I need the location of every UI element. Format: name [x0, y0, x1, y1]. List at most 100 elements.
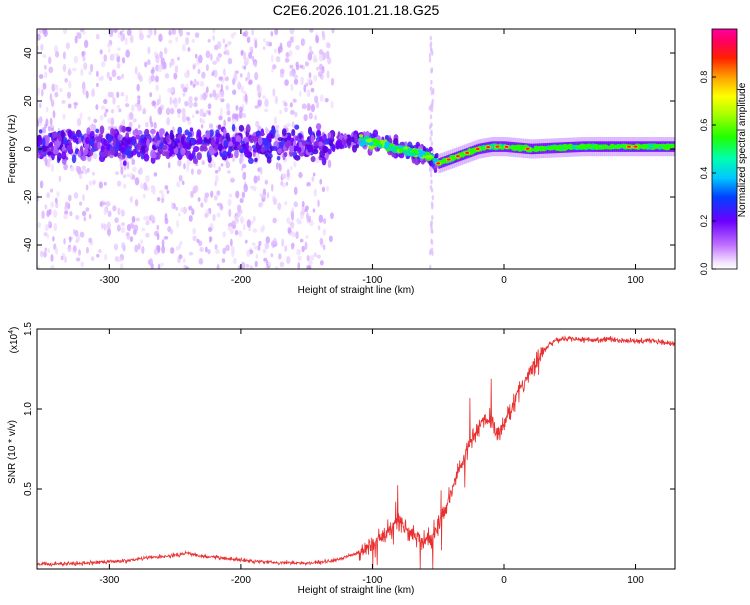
heat-cell-faint	[225, 49, 230, 56]
heat-cell-mid	[363, 131, 370, 138]
heat-cell-faint	[430, 141, 434, 147]
heat-cell-mid	[236, 144, 243, 150]
heat-cell-faint	[164, 213, 168, 221]
heat-cell-faint	[299, 90, 302, 97]
heat-cell-faint	[307, 103, 311, 111]
heat-cell-faint	[122, 183, 127, 189]
heat-cell-faint	[429, 35, 433, 41]
heat-cell-peak	[504, 145, 509, 148]
heat-cell-faint	[204, 192, 210, 198]
colorbar-label: Normalized spectral amplitude	[737, 82, 748, 217]
heat-cell-faint	[52, 209, 58, 219]
heat-cell-faint	[46, 163, 51, 168]
heat-cell-mid	[227, 147, 233, 154]
heat-cell-faint	[286, 122, 291, 128]
heat-cell-faint	[93, 118, 98, 124]
heat-cell-faint	[168, 39, 173, 44]
heat-cell-mid	[66, 145, 73, 150]
heat-cell-faint	[310, 87, 315, 93]
heat-cell-faint	[304, 241, 308, 250]
colorbar-tick-label: 0.0	[699, 263, 709, 276]
heat-cell-faint	[107, 91, 113, 98]
heat-cell-faint	[129, 34, 134, 44]
heat-cell-mid	[198, 136, 203, 145]
heat-cell-mid	[78, 136, 82, 144]
heat-cell-mid	[38, 145, 42, 154]
heat-cell-faint	[134, 66, 138, 75]
heat-cell-faint	[102, 201, 107, 206]
heat-cell-mid	[125, 132, 130, 139]
heat-cell-mid	[196, 152, 202, 160]
heat-cell-faint	[64, 256, 67, 264]
heat-cell-faint	[88, 213, 92, 220]
snr-x-tick-label: -300	[99, 575, 119, 586]
heat-cell-faint	[173, 72, 178, 80]
heat-cell-faint	[249, 46, 254, 52]
heat-cell-faint	[257, 99, 262, 107]
heat-cell-mid	[50, 145, 54, 153]
heat-cell-faint	[293, 186, 298, 195]
heat-cell-faint	[207, 227, 213, 232]
heat-cell-faint	[142, 193, 146, 199]
heat-cell-faint	[169, 228, 174, 235]
heat-cell-faint	[278, 164, 282, 172]
heat-cell-faint	[68, 80, 72, 89]
heat-cell-faint	[193, 101, 198, 108]
heat-cell-faint	[74, 35, 78, 44]
heat-cell-faint	[254, 40, 258, 49]
heat-cell-faint	[134, 244, 139, 253]
heat-cell-faint	[73, 192, 79, 199]
heat-cell-faint	[126, 235, 131, 240]
heat-cell-mid	[144, 146, 149, 153]
heat-cell-faint	[130, 195, 133, 204]
heat-cell-faint	[238, 230, 243, 238]
heat-cell-faint	[284, 201, 288, 206]
heat-cell-faint	[107, 117, 111, 124]
heat-cell-faint	[155, 84, 160, 92]
heat-cell-faint	[214, 169, 219, 174]
heat-cell-faint	[216, 83, 221, 88]
heat-cell-faint	[96, 82, 99, 88]
heat-cell-faint	[322, 244, 326, 251]
heat-cell-faint	[429, 264, 432, 269]
heat-cell-faint	[81, 210, 87, 217]
heat-cell-faint	[145, 174, 150, 183]
heat-cell-faint	[140, 182, 144, 190]
heat-cell-faint	[85, 184, 89, 191]
heat-cell-mid	[316, 129, 321, 136]
heat-cell-faint	[317, 199, 320, 208]
heat-cell-faint	[52, 110, 56, 119]
heat-cell-faint	[57, 127, 61, 132]
heat-cell-mid	[298, 134, 303, 139]
heat-cell-mid	[42, 137, 46, 147]
heat-cell-faint	[116, 63, 121, 69]
heat-cell-mid	[308, 145, 314, 153]
heat-cell-mid	[152, 152, 157, 159]
heat-cell-faint	[192, 64, 196, 70]
heat-cell-faint	[236, 204, 242, 212]
heat-cell-faint	[279, 261, 285, 268]
heat-cell-faint	[150, 68, 155, 75]
heat-cell-faint	[103, 223, 107, 231]
heat-cell-faint	[271, 183, 274, 192]
heat-cell-faint	[112, 96, 116, 105]
heat-cell-faint	[216, 263, 220, 269]
heat-cell-faint	[295, 64, 300, 71]
heat-cell-mid	[321, 156, 327, 166]
heat-cell-faint	[253, 62, 258, 68]
heat-cell-mid	[244, 149, 251, 158]
heat-cell-faint	[186, 31, 191, 36]
heat-cell-faint	[301, 245, 305, 253]
heat-cell-faint	[196, 238, 200, 243]
heat-cell-faint	[107, 48, 111, 53]
heat-cell-faint	[220, 83, 224, 92]
heat-cell-faint	[149, 115, 152, 125]
heat-cell-faint	[430, 238, 433, 244]
heat-cell-core	[571, 144, 577, 150]
heat-cell-mid	[254, 157, 258, 163]
heat-cell-faint	[311, 176, 315, 182]
heat-cell-faint	[174, 65, 179, 73]
heat-cell-faint	[220, 163, 224, 167]
heat-cell-faint	[88, 180, 93, 186]
heat-cell-faint	[132, 118, 136, 123]
